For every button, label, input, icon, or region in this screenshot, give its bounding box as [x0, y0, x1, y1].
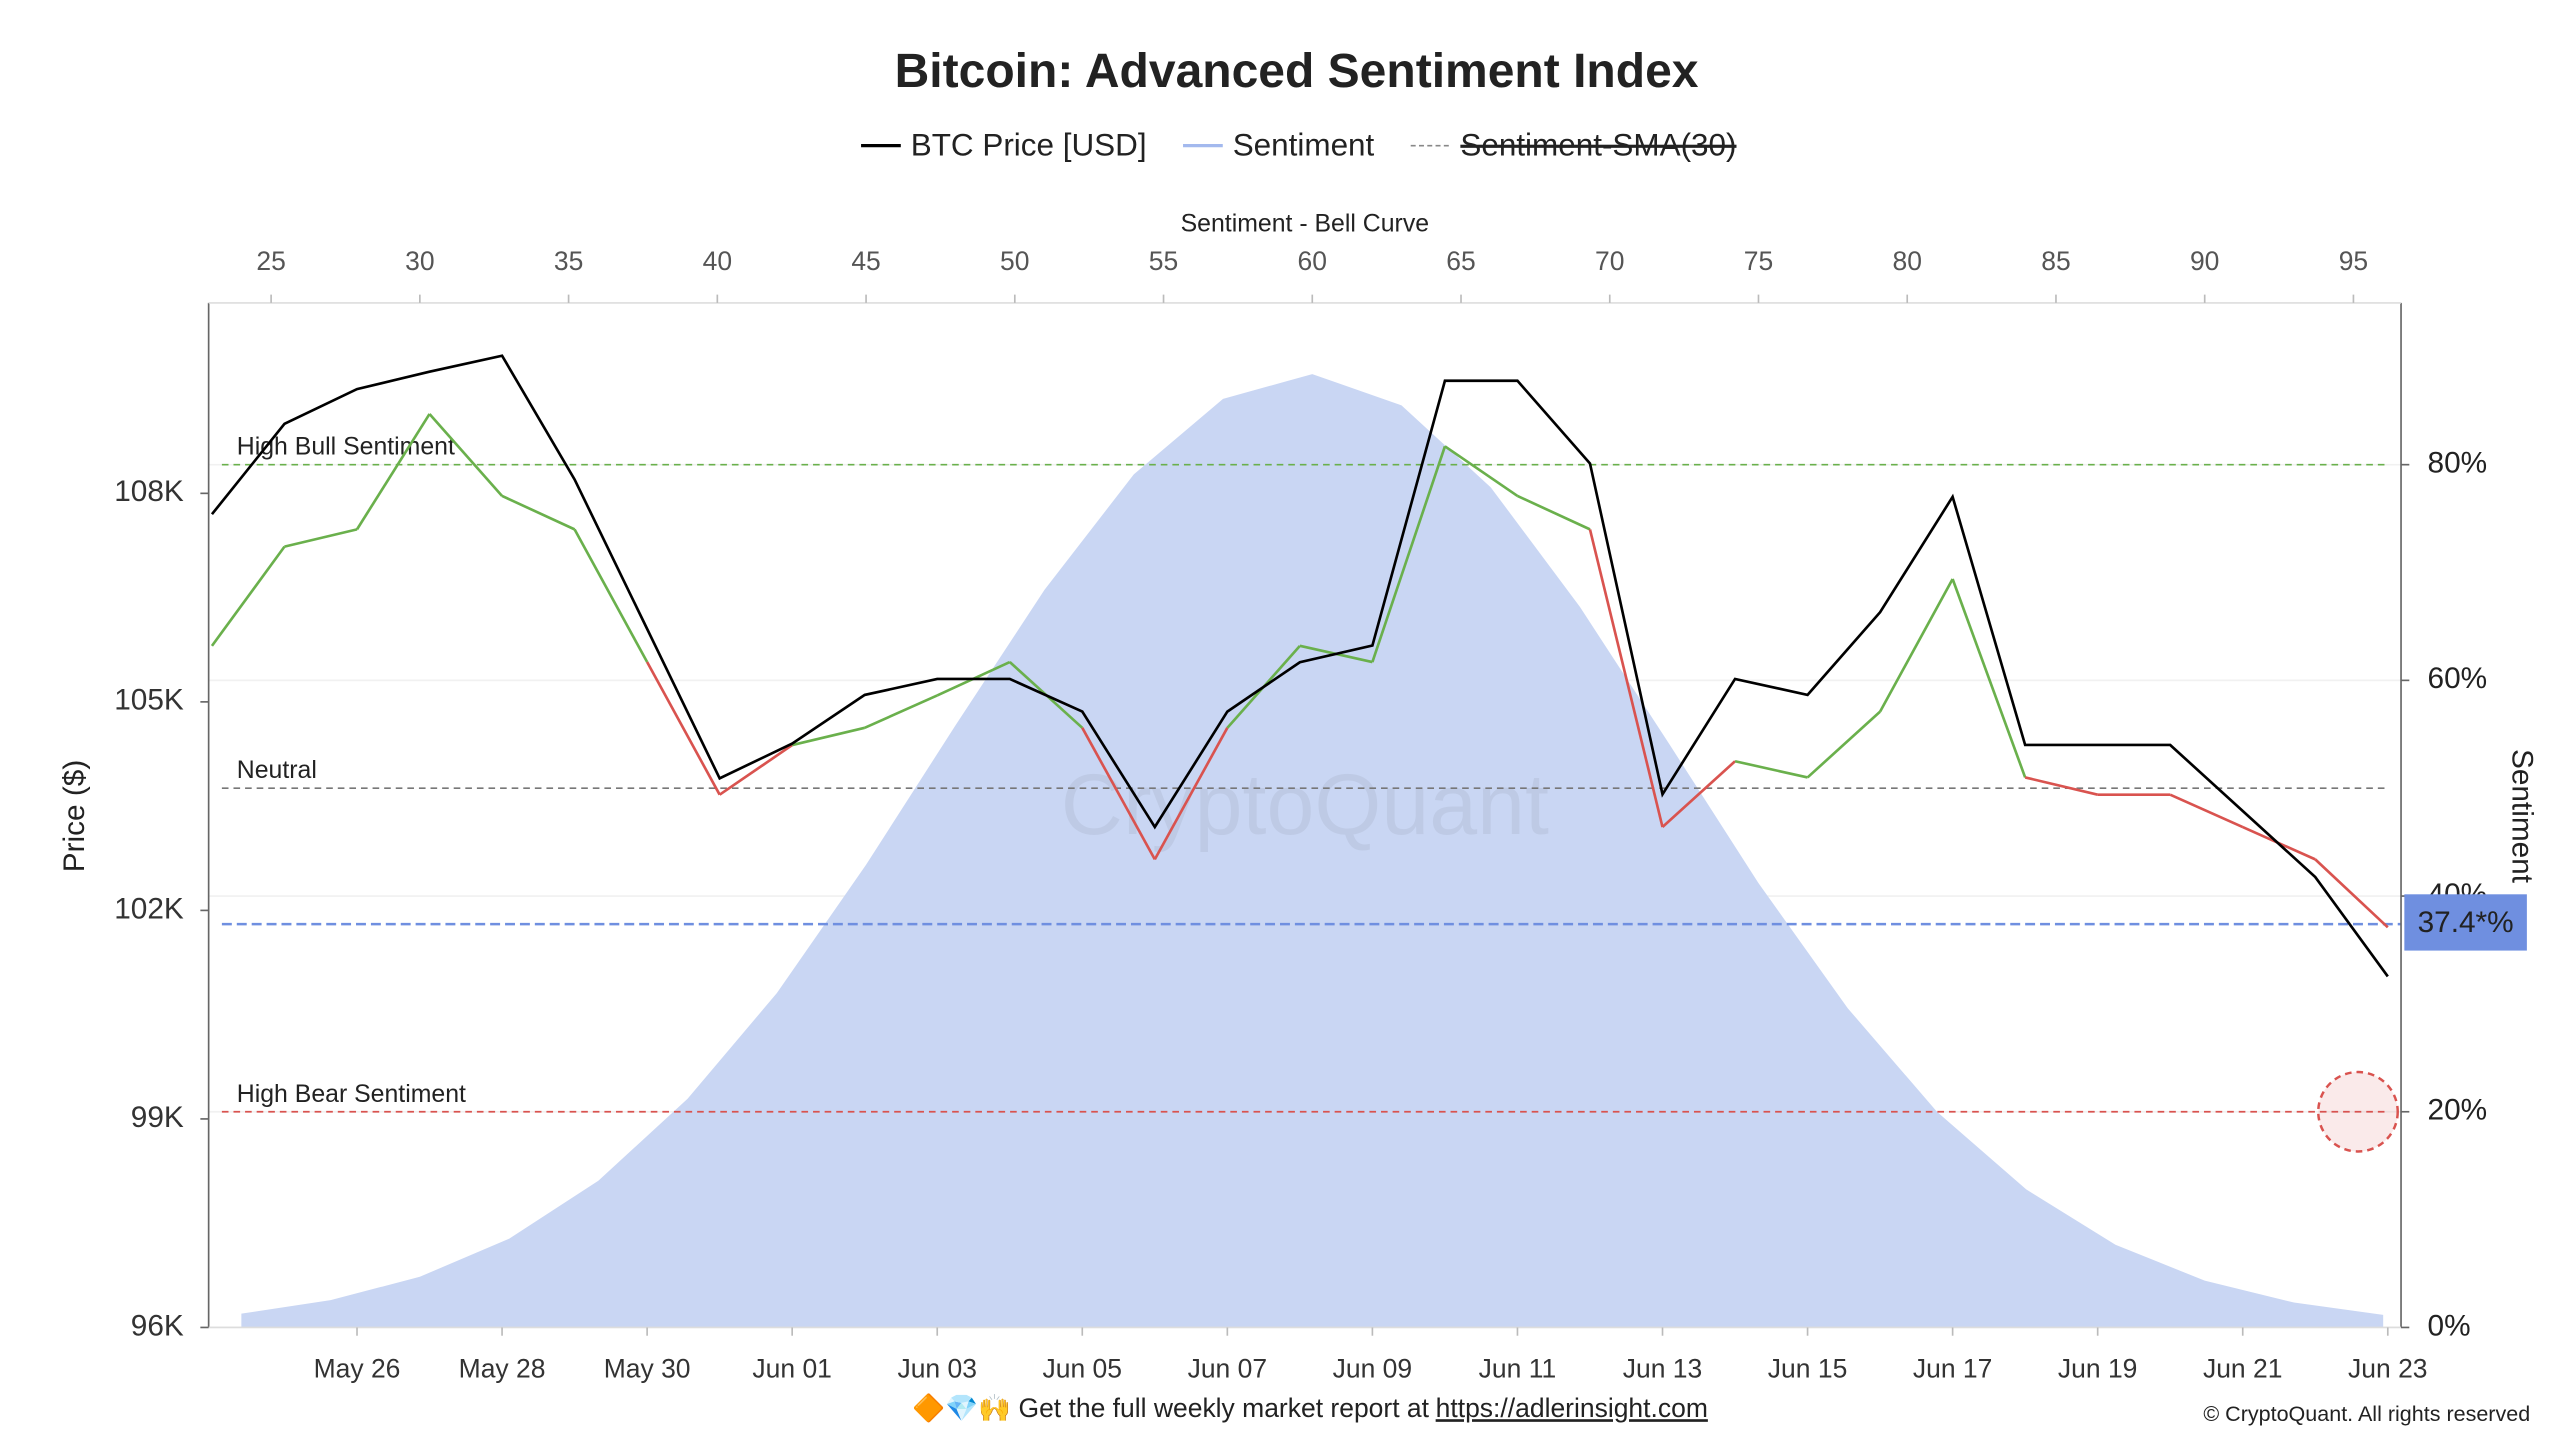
- y-tick-label: 99K: [131, 1101, 184, 1134]
- top-tick-label: 95: [2339, 246, 2368, 276]
- sentiment-segment: [284, 528, 358, 548]
- top-axis-label: Sentiment - Bell Curve: [1181, 211, 1429, 238]
- sentiment-segment: [428, 413, 504, 497]
- sentiment-segment: [1661, 760, 1736, 829]
- top-tick-label: 55: [1149, 246, 1178, 276]
- bell-curve-area: [241, 374, 2384, 1328]
- sentiment-segment: [1444, 445, 1519, 498]
- price-line: [210, 354, 2389, 978]
- sentiment-segment: [1806, 710, 1881, 779]
- top-tick-label: 45: [851, 246, 880, 276]
- y-tick-label: 96K: [131, 1309, 184, 1342]
- chart-title: Bitcoin: Advanced Sentiment Index: [895, 45, 1699, 98]
- sentiment-segment: [355, 413, 431, 531]
- top-tick-label: 65: [1446, 246, 1475, 276]
- sentiment-segment: [791, 726, 866, 747]
- top-tick-label: 90: [2190, 246, 2219, 276]
- x-tick-label: May 28: [459, 1353, 546, 1383]
- top-tick-label: 85: [2041, 246, 2070, 276]
- current-badge-label: 37.4*%: [2418, 906, 2514, 939]
- x-tick-label: May 26: [314, 1353, 401, 1383]
- sentiment-segment: [573, 528, 649, 663]
- sentiment-segment: [501, 494, 576, 531]
- sentiment-segment: [1734, 759, 1808, 779]
- y-tick-label: 108K: [114, 475, 184, 508]
- x-tick-label: Jun 15: [1768, 1353, 1848, 1383]
- sentiment-segment: [1951, 578, 2027, 778]
- sentiment-segment: [864, 694, 938, 730]
- footer-text: 🔶💎🙌 Get the full weekly market report at: [912, 1393, 1429, 1423]
- top-tick-label: 75: [1744, 246, 1773, 276]
- legend-label: BTC Price [USD]: [911, 128, 1147, 163]
- top-tick-label: 60: [1298, 246, 1327, 276]
- sentiment-segment: [2169, 793, 2244, 829]
- sentiment-segment: [1878, 578, 1954, 713]
- footer-link[interactable]: https://adlerinsight.com: [1436, 1393, 1708, 1423]
- sentiment-segment: [210, 545, 286, 647]
- level-label: High Bull Sentiment: [237, 434, 455, 461]
- x-tick-label: Jun 03: [897, 1353, 977, 1383]
- sentiment-segment: [1153, 727, 1229, 861]
- sentiment-segment: [2024, 776, 2098, 796]
- top-tick-label: 70: [1595, 246, 1624, 276]
- sentiment-segment: [1588, 529, 1664, 828]
- y2-tick-label: 80%: [2428, 447, 2488, 480]
- x-tick-label: Jun 05: [1043, 1353, 1123, 1383]
- x-tick-label: Jun 19: [2058, 1353, 2138, 1383]
- sentiment-segment: [1081, 727, 1156, 861]
- level-label: High Bear Sentiment: [237, 1081, 466, 1108]
- sentiment-segment: [2314, 858, 2389, 929]
- top-tick-label: 35: [554, 246, 583, 276]
- x-tick-label: Jun 13: [1623, 1353, 1703, 1383]
- x-tick-label: Jun 01: [752, 1353, 832, 1383]
- y-tick-label: 105K: [114, 684, 184, 717]
- sentiment-segment: [718, 743, 793, 796]
- watermark: CryptoQuant: [1061, 757, 1549, 853]
- current-badge: [2404, 894, 2527, 951]
- top-tick-label: 40: [703, 246, 732, 276]
- y2-tick-label: 0%: [2428, 1309, 2471, 1342]
- top-tick-label: 80: [1892, 246, 1921, 276]
- sentiment-segment: [645, 661, 721, 796]
- top-tick-label: 25: [256, 246, 285, 276]
- legend: BTC Price [USD] Sentiment Sentiment-SMA(30…: [861, 128, 1736, 163]
- level-label: Neutral: [237, 757, 317, 784]
- y-axis-label: Price ($): [58, 760, 91, 873]
- sentiment-segment: [1371, 445, 1447, 663]
- copyright: © CryptoQuant. All rights reserved: [2203, 1402, 2530, 1426]
- highlight-circle: [2316, 1070, 2399, 1153]
- x-tick-label: Jun 17: [1913, 1353, 1993, 1383]
- x-tick-label: Jun 07: [1188, 1353, 1268, 1383]
- y2-tick-label: 20%: [2428, 1094, 2488, 1127]
- legend-label: Sentiment: [1233, 128, 1375, 163]
- y-tick-label: 102K: [114, 892, 184, 925]
- top-tick-label: 50: [1000, 246, 1029, 276]
- sentiment-segment: [1516, 494, 1591, 531]
- x-tick-label: Jun 11: [1479, 1353, 1557, 1383]
- legend-label: Sentiment-SMA(30): [1460, 128, 1736, 163]
- x-tick-label: Jun 09: [1333, 1353, 1413, 1383]
- top-tick-label: 30: [405, 246, 434, 276]
- y2-axis-label: Sentiment: [2505, 749, 2538, 884]
- y2-tick-label: 60%: [2428, 662, 2488, 695]
- x-tick-label: May 30: [604, 1353, 691, 1383]
- x-tick-label: Jun 23: [2348, 1353, 2428, 1383]
- x-tick-label: Jun 21: [2203, 1353, 2283, 1383]
